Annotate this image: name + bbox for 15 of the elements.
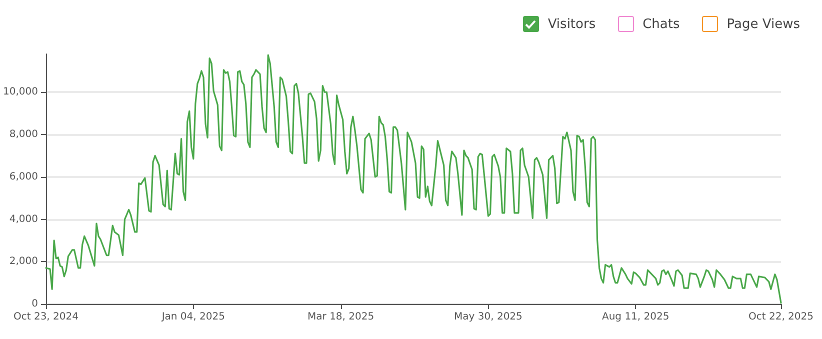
y-tick-label: 6,000: [9, 171, 38, 182]
y-tick-label: 10,000: [2, 86, 38, 98]
legend-label: Page Views: [726, 16, 800, 32]
y-tick-label: 2,000: [9, 256, 38, 268]
x-tick-label: May 30, 2025: [454, 312, 522, 322]
y-tick-label: 0: [32, 298, 38, 310]
x-tick-label: Oct 23, 2024: [13, 312, 78, 322]
legend-label: Chats: [642, 16, 680, 32]
y-tick-label: 8,000: [9, 129, 38, 140]
y-tick-label: 4,000: [9, 214, 38, 225]
x-tick-label: Oct 22, 2025: [748, 312, 814, 322]
x-tick-label: Jan 04, 2025: [160, 312, 225, 322]
x-tick-label: Mar 18, 2025: [308, 312, 374, 322]
legend-label: Visitors: [548, 16, 596, 32]
x-tick-label: Aug 11, 2025: [602, 312, 670, 322]
